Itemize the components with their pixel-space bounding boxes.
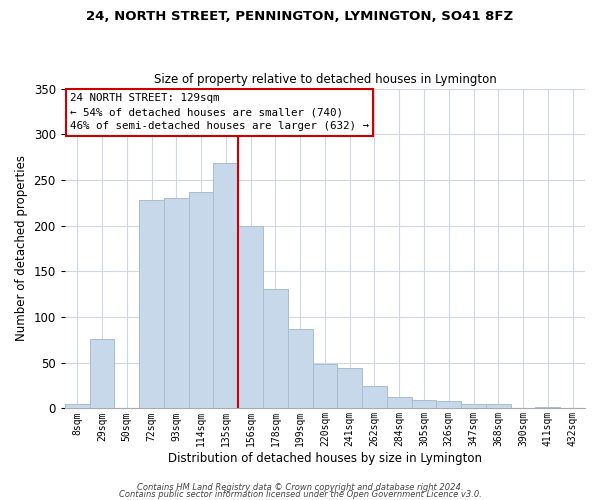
Bar [288, 329, 313, 408]
Bar [337, 368, 362, 408]
Bar [238, 226, 263, 408]
Bar [214, 164, 238, 408]
Bar [362, 386, 387, 408]
Bar [486, 404, 511, 408]
Text: Contains HM Land Registry data © Crown copyright and database right 2024.: Contains HM Land Registry data © Crown c… [137, 484, 463, 492]
Bar [387, 398, 412, 408]
Title: Size of property relative to detached houses in Lymington: Size of property relative to detached ho… [154, 73, 496, 86]
Bar [461, 404, 486, 408]
Bar [535, 406, 560, 408]
Y-axis label: Number of detached properties: Number of detached properties [15, 156, 28, 342]
Text: 24, NORTH STREET, PENNINGTON, LYMINGTON, SO41 8FZ: 24, NORTH STREET, PENNINGTON, LYMINGTON,… [86, 10, 514, 23]
Text: Contains public sector information licensed under the Open Government Licence v3: Contains public sector information licen… [119, 490, 481, 499]
Bar [89, 339, 115, 408]
X-axis label: Distribution of detached houses by size in Lymington: Distribution of detached houses by size … [168, 452, 482, 465]
Text: 24 NORTH STREET: 129sqm
← 54% of detached houses are smaller (740)
46% of semi-d: 24 NORTH STREET: 129sqm ← 54% of detache… [70, 94, 369, 132]
Bar [188, 192, 214, 408]
Bar [139, 200, 164, 408]
Bar [412, 400, 436, 408]
Bar [65, 404, 89, 408]
Bar [164, 198, 188, 408]
Bar [436, 401, 461, 408]
Bar [313, 364, 337, 408]
Bar [263, 288, 288, 408]
